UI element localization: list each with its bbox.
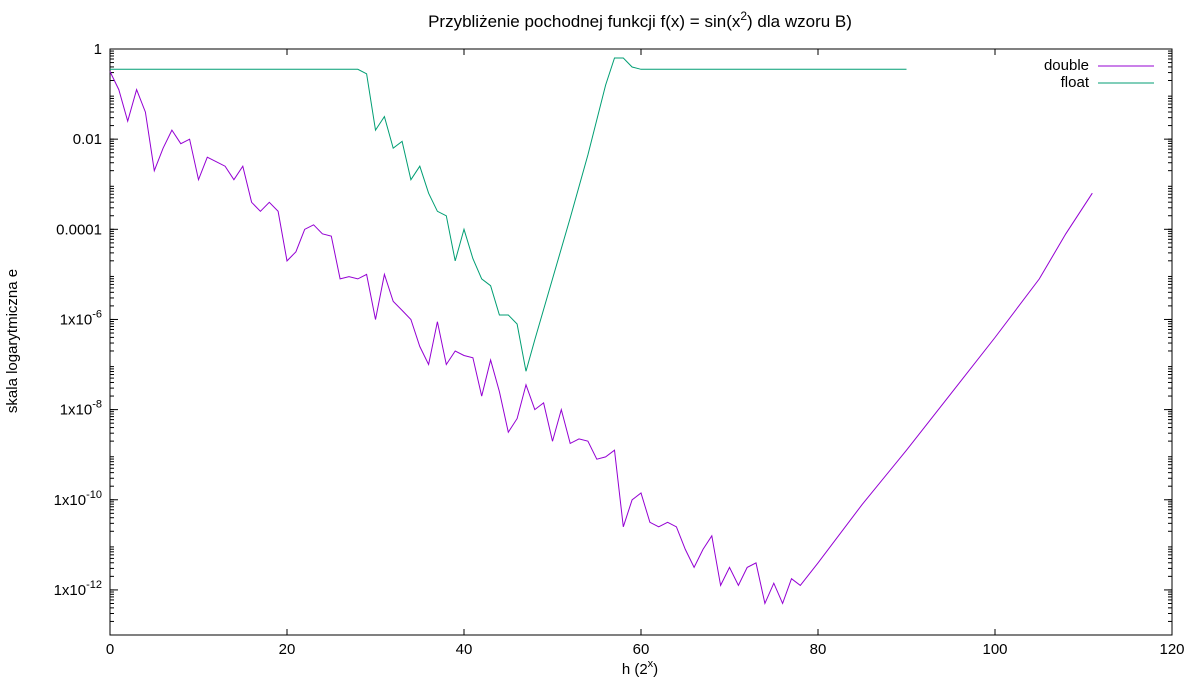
x-tick-label: 20: [279, 641, 296, 658]
y-tick-label-sup: -8: [92, 399, 102, 411]
series-line-double: [109, 71, 1093, 606]
y-tick-label: 1x10-10: [54, 489, 102, 509]
y-tick-label: 0.0001: [56, 221, 102, 238]
y-tick-label-main: 0.01: [73, 131, 102, 148]
x-tick-label: 0: [106, 641, 114, 658]
legend-label-double: double: [1044, 57, 1089, 74]
y-tick-label-main: 1x10: [54, 492, 87, 509]
x-tick-label: 120: [1159, 641, 1184, 658]
series-line-float: [110, 57, 907, 372]
x-tick-label: 40: [456, 641, 473, 658]
y-tick-label-sup: -12: [86, 579, 102, 591]
y-tick-label: 0.01: [73, 131, 102, 148]
chart-title-tail: ) dla wzoru B): [747, 12, 852, 31]
x-tick-label: 100: [982, 641, 1007, 658]
x-tick-label: 60: [633, 641, 650, 658]
series-lines: [109, 57, 1093, 606]
legend: double float: [1044, 57, 1154, 91]
y-tick-label-sup: -6: [92, 308, 102, 320]
x-axis-label-main: h (2: [622, 661, 648, 678]
plot-frame: [109, 48, 1173, 636]
x-axis-label-tail: ): [653, 661, 658, 678]
x-tick-label: 80: [810, 641, 827, 658]
chart-title: Przybliżenie pochodnej funkcji f(x) = si…: [428, 9, 852, 31]
y-tick-label-main: 1x10: [60, 311, 93, 328]
legend-label-float: float: [1061, 74, 1090, 91]
y-axis-label: skala logarytmiczna e: [4, 269, 21, 413]
y-tick-label-sup: -10: [86, 489, 102, 501]
y-tick-label-main: 1x10: [60, 402, 93, 419]
y-tick-label-main: 1x10: [54, 582, 87, 599]
chart-title-sup: 2: [740, 9, 747, 23]
y-tick-label: 1: [94, 41, 102, 58]
x-axis-label-sup: x: [648, 658, 654, 670]
x-axis-label: h (2x): [622, 658, 658, 678]
y-tick-label: 1x10-8: [60, 399, 102, 419]
y-tick-label-main: 0.0001: [56, 221, 102, 238]
x-axis-ticks: 0 20 40 60 80 100 120: [106, 49, 1185, 658]
y-tick-label: 1x10-6: [60, 308, 102, 328]
chart-title-main: Przybliżenie pochodnej funkcji f(x) = si…: [428, 12, 741, 31]
y-tick-label: 1x10-12: [54, 579, 102, 599]
y-tick-label-main: 1: [94, 41, 102, 58]
